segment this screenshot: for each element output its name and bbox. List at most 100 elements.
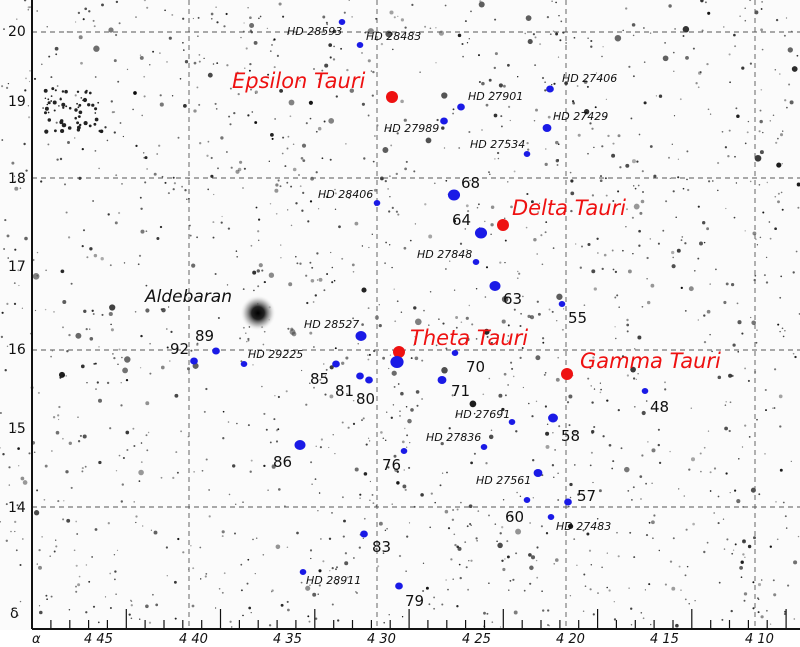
field-star xyxy=(744,7,746,9)
field-star xyxy=(516,491,518,494)
field-star xyxy=(586,532,590,536)
field-star xyxy=(279,88,284,93)
field-star xyxy=(460,501,462,504)
field-star xyxy=(82,229,86,232)
field-star xyxy=(768,221,771,223)
field-star xyxy=(518,272,521,275)
field-star xyxy=(271,591,273,593)
field-star xyxy=(546,423,549,426)
field-star xyxy=(306,301,309,305)
hyades-star-marker xyxy=(356,42,364,48)
field-star xyxy=(228,493,231,496)
field-star xyxy=(746,131,749,134)
field-star xyxy=(156,237,160,240)
field-star xyxy=(96,381,99,384)
field-star xyxy=(788,83,791,86)
field-star xyxy=(753,536,756,540)
field-star xyxy=(144,181,147,184)
field-star xyxy=(404,26,407,29)
field-star xyxy=(551,84,553,86)
field-star xyxy=(116,549,119,552)
field-star xyxy=(744,367,747,370)
cluster-star xyxy=(78,103,82,107)
field-star xyxy=(117,80,120,83)
field-star xyxy=(501,407,505,412)
field-star xyxy=(382,437,385,440)
field-star xyxy=(33,451,36,453)
field-star xyxy=(519,356,522,360)
field-star xyxy=(223,572,226,575)
field-star xyxy=(126,68,129,71)
field-star xyxy=(435,27,437,29)
field-star xyxy=(733,33,736,37)
field-star xyxy=(792,352,795,355)
field-star xyxy=(262,343,265,346)
field-star xyxy=(358,546,361,549)
cluster-star xyxy=(50,95,53,97)
hyades-star-marker xyxy=(523,497,531,503)
field-star xyxy=(160,476,163,479)
field-star xyxy=(749,0,752,2)
field-star xyxy=(504,261,506,264)
field-star xyxy=(462,55,464,58)
field-star xyxy=(80,364,85,369)
field-star xyxy=(553,563,555,565)
field-star xyxy=(11,161,15,165)
field-star xyxy=(669,177,671,179)
field-star xyxy=(361,52,363,54)
field-star xyxy=(444,4,447,7)
field-star xyxy=(592,481,594,484)
field-star xyxy=(125,430,130,435)
field-star xyxy=(299,262,302,265)
field-star xyxy=(453,289,456,291)
hd-star-label: HD 27483 xyxy=(556,520,611,533)
field-star xyxy=(555,377,560,382)
field-star xyxy=(257,239,260,242)
field-star xyxy=(118,22,121,25)
field-star xyxy=(107,213,110,216)
field-star xyxy=(709,113,712,115)
field-star xyxy=(612,460,615,463)
field-star xyxy=(68,441,72,445)
field-star xyxy=(113,111,116,113)
field-star xyxy=(453,533,456,536)
field-star xyxy=(560,20,563,23)
field-star xyxy=(14,530,16,533)
field-star xyxy=(734,45,737,48)
field-star xyxy=(650,623,652,626)
field-star xyxy=(301,209,304,212)
field-star xyxy=(717,495,720,498)
field-star xyxy=(562,308,565,310)
field-star xyxy=(779,296,782,299)
field-star xyxy=(110,323,112,326)
field-star xyxy=(43,498,46,501)
field-star xyxy=(724,426,728,431)
field-star xyxy=(684,574,687,577)
field-star xyxy=(706,227,710,231)
field-star xyxy=(243,167,246,170)
field-star xyxy=(632,185,635,187)
field-star xyxy=(727,155,730,158)
field-star xyxy=(326,273,329,275)
field-star xyxy=(446,471,448,474)
field-star xyxy=(671,143,673,145)
field-star xyxy=(275,440,279,443)
field-star xyxy=(196,86,199,89)
field-star xyxy=(280,244,282,246)
field-star xyxy=(28,80,31,83)
field-star xyxy=(210,17,213,20)
field-star xyxy=(779,73,781,75)
field-star xyxy=(465,204,469,208)
field-star xyxy=(121,483,124,486)
field-star xyxy=(315,445,317,447)
field-star xyxy=(203,57,205,60)
field-star xyxy=(258,218,261,221)
field-star xyxy=(205,387,208,391)
field-star xyxy=(153,172,157,176)
field-star xyxy=(643,27,645,29)
hd-star-label: HD 27901 xyxy=(468,90,523,103)
field-star xyxy=(254,121,258,124)
named-star-label: Gamma Tauri xyxy=(580,349,721,373)
field-star xyxy=(93,253,98,258)
field-star xyxy=(205,573,208,575)
